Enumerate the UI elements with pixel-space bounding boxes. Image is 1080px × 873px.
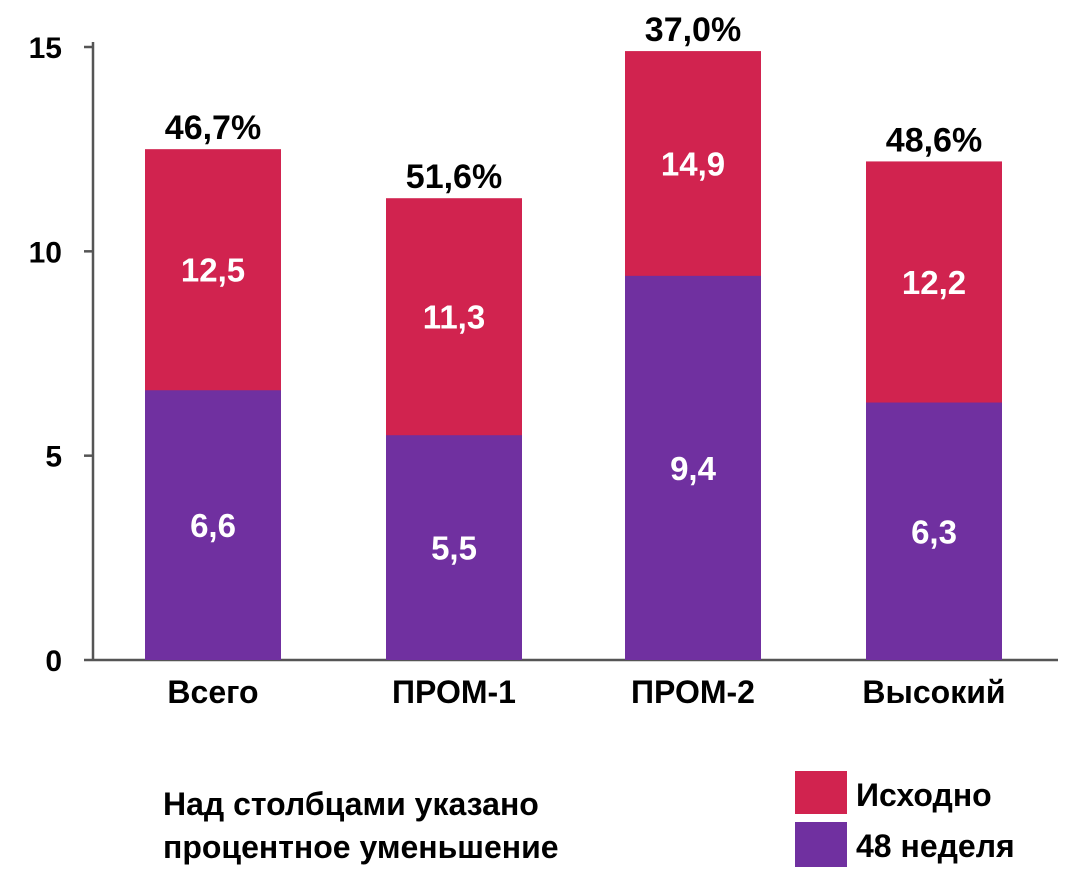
y-tick-label: 0 (45, 645, 62, 678)
value-label-week48: 5,5 (431, 530, 477, 567)
legend-swatch-baseline (795, 771, 847, 814)
value-label-baseline: 14,9 (661, 145, 725, 182)
y-tick-label: 5 (45, 441, 62, 474)
value-label-baseline: 12,5 (181, 252, 245, 289)
bars (145, 51, 1002, 660)
bar-week48 (866, 402, 1002, 660)
value-label-baseline: 12,2 (902, 264, 966, 301)
legend: Исходно 48 неделя (795, 771, 1015, 867)
percent-reduction-label: 37,0% (645, 11, 741, 49)
percent-reduction-label: 51,6% (406, 158, 502, 196)
value-label-week48: 6,3 (911, 513, 957, 550)
labels: 12,5 6,6 46,7% Всего 11,3 5,5 51,6% ПРОМ-1 14,9 9… (165, 11, 1006, 710)
bar-week48 (145, 390, 281, 660)
legend-swatch-week48 (795, 822, 847, 867)
value-label-baseline: 11,3 (423, 299, 485, 336)
note-line-1: Над столбцами указано (163, 786, 539, 822)
chart-note: Над столбцами указано процентное уменьше… (163, 786, 559, 865)
x-category-label: ПРОМ-2 (631, 674, 755, 710)
percent-reduction-label: 46,7% (165, 109, 261, 147)
x-category-label: Высокий (862, 674, 1005, 710)
legend-label-baseline: Исходно (856, 777, 992, 813)
value-label-week48: 9,4 (670, 450, 717, 487)
percent-reduction-label: 48,6% (886, 121, 982, 159)
y-tick-label: 15 (29, 32, 62, 65)
legend-label-week48: 48 неделя (856, 828, 1015, 864)
note-line-2: процентное уменьшение (163, 829, 559, 865)
bar-week48 (625, 275, 761, 660)
y-tick-label: 10 (29, 236, 62, 269)
y-ticks: 0 5 10 15 (29, 32, 93, 678)
x-category-label: Всего (167, 674, 258, 710)
value-label-week48: 6,6 (190, 507, 236, 544)
x-category-label: ПРОМ-1 (392, 674, 516, 710)
bar-week48 (386, 435, 522, 660)
